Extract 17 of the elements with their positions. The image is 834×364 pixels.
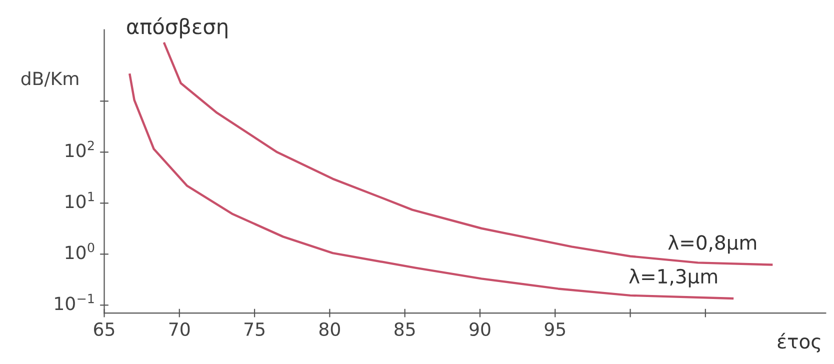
x-axis-title: έτος <box>778 332 820 352</box>
x-tick-label: 70 <box>169 322 190 336</box>
x-tick-label: 90 <box>470 322 490 336</box>
y-tick-label: 10$^{2}$ <box>66 140 94 158</box>
x-tick-label: 75 <box>244 322 264 336</box>
x-tick-label: 80 <box>319 322 340 336</box>
y-axis-title: απόσβεση <box>127 17 228 38</box>
line-series <box>163 42 773 266</box>
x-tick-label: 95 <box>544 322 566 336</box>
y-tick-label: 10$^{1}$ <box>66 192 94 208</box>
text: dB/Km <box>21 71 78 87</box>
annotation: λ=0,8μm <box>668 234 756 254</box>
x-tick-label: 65 <box>94 322 114 336</box>
x-tick-label: 85 <box>394 322 415 336</box>
y-tick-label: 10$^{0}$ <box>66 242 94 260</box>
annotation: λ=1,3μm <box>629 268 717 288</box>
y-tick-label: 10$^{−1}$ <box>55 294 94 310</box>
